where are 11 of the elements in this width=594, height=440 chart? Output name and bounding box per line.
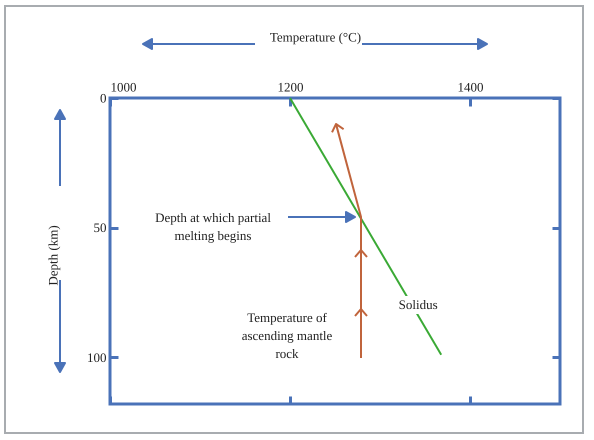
x-tick-label: 1200 <box>278 80 304 94</box>
y-tick-label: 50 <box>94 220 106 236</box>
annotation: Depth at which partial melting begins <box>155 210 272 243</box>
y-axis-title: Depth (km) <box>46 225 60 286</box>
x-tick-label: 1400 <box>458 80 484 94</box>
series-label: Solidus <box>398 296 438 314</box>
x-tick-label: 1000 <box>110 80 136 94</box>
y-tick-label: 100 <box>87 350 106 365</box>
y-tick-label: 0 <box>100 90 106 106</box>
x-axis-title: Temperature (°C) <box>270 30 362 44</box>
annotation: Temperature of ascending mantle rock <box>242 310 333 361</box>
